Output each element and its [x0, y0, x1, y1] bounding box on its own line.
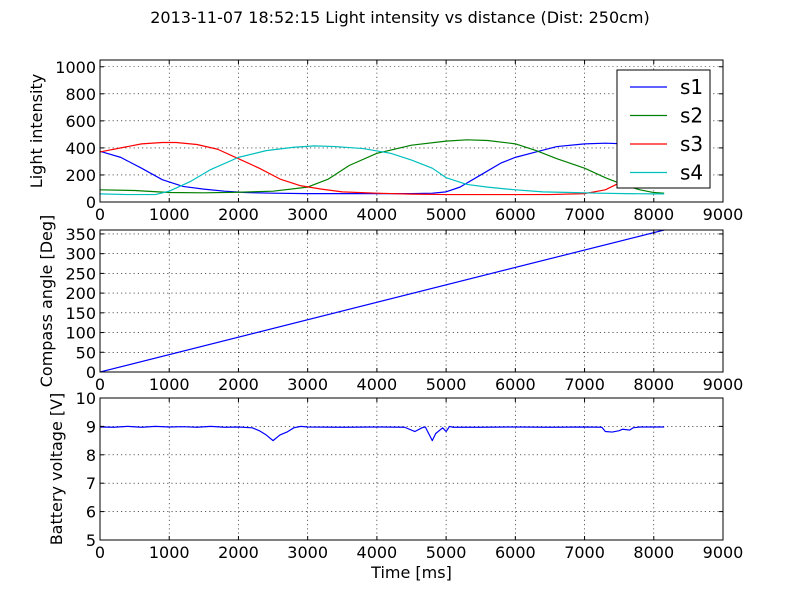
x-tick-label: 3000: [287, 375, 328, 394]
legend-box: [616, 69, 711, 189]
x-tick-label: 0: [95, 205, 105, 224]
x-axis-label: Time [ms]: [370, 563, 452, 582]
y-tick-label: 5: [86, 531, 96, 550]
x-tick-label: 5000: [426, 543, 467, 562]
x-tick-label: 4000: [357, 205, 398, 224]
series-line-series-1: [100, 425, 665, 442]
x-tick-label: 0: [95, 543, 105, 562]
y-tick-label: 0: [86, 363, 96, 382]
x-tick-label: 6000: [495, 543, 536, 562]
x-tick-label: 4000: [357, 543, 398, 562]
x-tick-label: 6000: [495, 205, 536, 224]
y-tick-label: 600: [65, 112, 96, 131]
series-line-s4: [100, 145, 665, 196]
y-tick-label: 350: [65, 225, 96, 244]
series-line-s1: [100, 142, 665, 195]
x-tick-label: 6000: [495, 375, 536, 394]
y-tick-label: 250: [65, 264, 96, 283]
y-tick-label: 300: [65, 245, 96, 264]
legend: s1 s2 s3 s4: [616, 69, 711, 189]
subplot-3: 0 1000 2000 3000 4000 5000 6000 7000 8000 9000 5 6 7…: [47, 389, 743, 582]
x-tick-label: 9000: [703, 543, 744, 562]
x-tick-label: 2000: [218, 543, 259, 562]
y-tick-label: 9: [86, 417, 96, 436]
y-tick-label: 200: [65, 166, 96, 185]
x-tick-label: 5000: [426, 205, 467, 224]
y-tick-label: 400: [65, 139, 96, 158]
x-tick-label: 8000: [633, 375, 674, 394]
y-tick-label: 50: [76, 343, 96, 362]
x-tick-label: 1000: [149, 205, 190, 224]
series-line-s2: [100, 139, 665, 194]
subplot-1: 0 1000 2000 3000 4000 5000 6000 7000 8000 9000 0 20…: [27, 58, 743, 224]
y-axis-label: Battery voltage [V]: [47, 393, 66, 546]
y-tick-label: 1000: [55, 58, 96, 77]
legend-label-s1: s1: [680, 75, 703, 99]
x-tick-label: 9000: [703, 375, 744, 394]
x-tick-label: 2000: [218, 205, 259, 224]
y-axis-label: Compass angle [Deg]: [37, 215, 56, 388]
x-tick-label: 0: [95, 375, 105, 394]
x-tick-label: 2000: [218, 375, 259, 394]
y-axis-label: Light intensity: [27, 74, 46, 188]
y-tick-label: 0: [86, 193, 96, 212]
x-tick-label: 3000: [287, 543, 328, 562]
legend-label-s3: s3: [680, 132, 703, 156]
subplots: 0 1000 2000 3000 4000 5000 6000 7000 8000 9000020…: [27, 58, 743, 582]
y-tick-label: 100: [65, 324, 96, 343]
x-tick-label: 3000: [287, 205, 328, 224]
x-tick-label: 4000: [357, 375, 398, 394]
y-tick-label: 800: [65, 85, 96, 104]
plot-frame: [99, 59, 724, 203]
y-tick-label: 8: [86, 446, 96, 465]
y-tick-label: 7: [86, 474, 96, 493]
x-tick-label: 5000: [426, 375, 467, 394]
x-tick-label: 8000: [633, 205, 674, 224]
x-tick-label: 7000: [564, 543, 605, 562]
plot-frame: [99, 397, 724, 541]
legend-label-s2: s2: [680, 104, 703, 128]
series-line-series-1: [100, 230, 665, 372]
subplot-2: 0 1000 2000 3000 4000 5000 6000 7000 8000 9000050…: [37, 215, 743, 394]
x-tick-label: 8000: [633, 543, 674, 562]
plot-frame: [99, 229, 724, 373]
y-tick-label: 200: [65, 284, 96, 303]
y-tick-label: 6: [86, 503, 96, 522]
x-tick-label: 1000: [149, 543, 190, 562]
x-tick-label: 7000: [564, 375, 605, 394]
y-tick-label: 150: [65, 304, 96, 323]
x-tick-label: 7000: [564, 205, 605, 224]
figure-title: 2013-11-07 18:52:15 Light intensity vs d…: [150, 8, 650, 27]
legend-label-s4: s4: [680, 161, 703, 185]
x-tick-label: 9000: [703, 205, 744, 224]
y-tick-label: 10: [76, 389, 96, 408]
x-tick-label: 1000: [149, 375, 190, 394]
